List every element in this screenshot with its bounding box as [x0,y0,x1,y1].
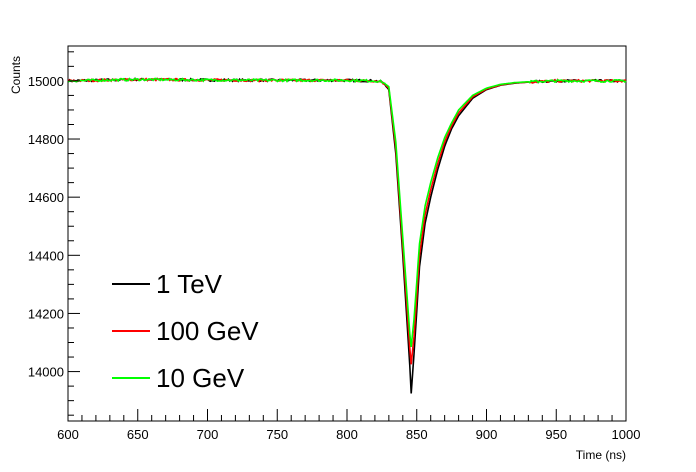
y-tick-label: 15000 [28,74,64,89]
plot-frame [67,45,627,422]
series-line [67,77,627,347]
series-line [67,77,627,365]
x-tick-label: 850 [406,427,428,442]
y-axis-ticks: 14000 14200 14400 14600 14800 15000 [28,51,80,416]
legend-label: 10 GeV [156,363,245,393]
x-tick-label: 600 [57,427,79,442]
y-tick-label: 14400 [28,248,64,263]
x-axis-title: Time (ns) [576,448,626,462]
x-tick-label: 900 [476,427,498,442]
series-line [67,77,627,394]
x-tick-label: 650 [127,427,149,442]
legend-label: 100 GeV [156,316,259,346]
x-axis-ticks: 600 650 700 750 800 850 900 950 1000 [57,409,640,442]
y-tick-label: 14000 [28,365,64,380]
legend-label: 1 TeV [156,269,223,299]
x-tick-label: 1000 [612,427,641,442]
x-tick-label: 750 [266,427,288,442]
x-tick-label: 700 [197,427,219,442]
y-axis-title: Counts [9,56,23,94]
y-tick-label: 14800 [28,132,64,147]
data-curves [67,77,627,394]
x-tick-label: 950 [545,427,567,442]
y-tick-label: 14200 [28,306,64,321]
y-tick-label: 14600 [28,190,64,205]
legend: 1 TeV 100 GeV 10 GeV [112,269,259,393]
x-tick-label: 800 [336,427,358,442]
